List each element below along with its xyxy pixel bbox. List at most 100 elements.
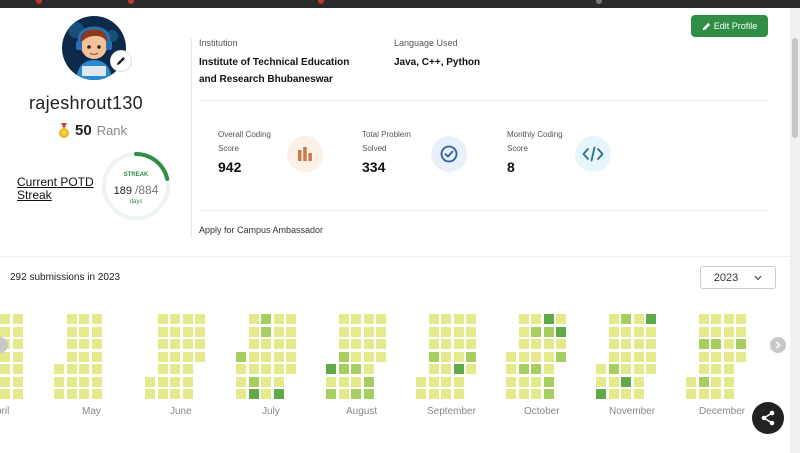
heatmap-cell[interactable] (596, 376, 606, 387)
heatmap-cell[interactable] (466, 339, 476, 349)
heatmap-cell[interactable] (633, 376, 644, 387)
heatmap-cell[interactable] (453, 364, 464, 374)
heatmap-cell[interactable] (363, 326, 374, 337)
heatmap-cell[interactable] (453, 389, 464, 399)
heatmap-cell[interactable] (608, 314, 619, 324)
heatmap-cell[interactable] (686, 376, 696, 387)
heatmap-cell[interactable] (633, 326, 644, 337)
heatmap-cell[interactable] (12, 364, 23, 374)
scrollbar[interactable] (790, 8, 800, 453)
heatmap-cell[interactable] (428, 376, 439, 387)
heatmap-cell[interactable] (608, 364, 619, 374)
heatmap-cell[interactable] (711, 314, 721, 324)
heatmap-cell[interactable] (79, 314, 89, 324)
heatmap-cell[interactable] (0, 314, 10, 324)
heatmap-cell[interactable] (518, 389, 529, 399)
heatmap-cell[interactable] (248, 351, 259, 362)
heatmap-cell[interactable] (543, 326, 554, 337)
heatmap-cell[interactable] (182, 339, 193, 349)
heatmap-cell[interactable] (621, 339, 631, 349)
heatmap-cell[interactable] (543, 339, 554, 349)
heatmap-cell[interactable] (363, 364, 374, 374)
heatmap-cell[interactable] (236, 351, 246, 362)
heatmap-cell[interactable] (248, 389, 259, 399)
heatmap-cell[interactable] (182, 364, 193, 374)
heatmap-cell[interactable] (351, 326, 361, 337)
heatmap-cell[interactable] (0, 389, 10, 399)
heatmap-cell[interactable] (531, 376, 541, 387)
heatmap-cell[interactable] (248, 364, 259, 374)
heatmap-cell[interactable] (441, 376, 451, 387)
heatmap-cell[interactable] (633, 364, 644, 374)
heatmap-cell[interactable] (338, 376, 349, 387)
heatmap-cell[interactable] (543, 376, 554, 387)
heatmap-cell[interactable] (608, 351, 619, 362)
heatmap-cell[interactable] (686, 389, 696, 399)
heatmap-cell[interactable] (428, 326, 439, 337)
heatmap-cell[interactable] (428, 314, 439, 324)
heatmap-cell[interactable] (556, 339, 566, 349)
heatmap-cell[interactable] (608, 339, 619, 349)
heatmap-cell[interactable] (416, 389, 426, 399)
heatmap-cell[interactable] (736, 339, 746, 349)
heatmap-cell[interactable] (12, 389, 23, 399)
heatmap-cell[interactable] (646, 364, 656, 374)
heatmap-cell[interactable] (91, 339, 102, 349)
heatmap-cell[interactable] (466, 351, 476, 362)
heatmap-cell[interactable] (531, 314, 541, 324)
heatmap-cell[interactable] (453, 351, 464, 362)
heatmap-cell[interactable] (363, 339, 374, 349)
heatmap-cell[interactable] (531, 364, 541, 374)
heatmap-cell[interactable] (698, 364, 709, 374)
heatmap-cell[interactable] (91, 389, 102, 399)
heatmap-cell[interactable] (248, 326, 259, 337)
heatmap-cell[interactable] (91, 314, 102, 324)
heatmap-cell[interactable] (518, 314, 529, 324)
heatmap-cell[interactable] (608, 376, 619, 387)
heatmap-cell[interactable] (376, 339, 386, 349)
heatmap-cell[interactable] (261, 351, 271, 362)
heatmap-cell[interactable] (428, 351, 439, 362)
heatmap-cell[interactable] (248, 339, 259, 349)
heatmap-cell[interactable] (633, 389, 644, 399)
heatmap-cell[interactable] (428, 389, 439, 399)
heatmap-cell[interactable] (711, 339, 721, 349)
heatmap-cell[interactable] (79, 376, 89, 387)
heatmap-cell[interactable] (157, 339, 168, 349)
heatmap-cell[interactable] (543, 314, 554, 324)
heatmap-cell[interactable] (79, 389, 89, 399)
edit-avatar-button[interactable] (110, 50, 132, 72)
heatmap-cell[interactable] (351, 364, 361, 374)
year-select[interactable]: 2023 (700, 266, 776, 289)
heatmap-cell[interactable] (543, 351, 554, 362)
heatmap-cell[interactable] (723, 351, 734, 362)
heatmap-cell[interactable] (376, 326, 386, 337)
heatmap-cell[interactable] (326, 364, 336, 374)
heatmap-cell[interactable] (170, 364, 180, 374)
heatmap-cell[interactable] (66, 351, 77, 362)
heatmap-cell[interactable] (646, 314, 656, 324)
heatmap-cell[interactable] (261, 376, 271, 387)
heatmap-cell[interactable] (518, 326, 529, 337)
heatmap-cell[interactable] (195, 339, 205, 349)
heatmap-cell[interactable] (363, 314, 374, 324)
heatmap-cell[interactable] (66, 339, 77, 349)
heatmap-cell[interactable] (621, 376, 631, 387)
heatmap-cell[interactable] (236, 376, 246, 387)
heatmap-cell[interactable] (556, 326, 566, 337)
heatmap-cell[interactable] (261, 326, 271, 337)
heatmap-cell[interactable] (531, 339, 541, 349)
heatmap-cell[interactable] (351, 376, 361, 387)
heatmap-cell[interactable] (711, 351, 721, 362)
heatmap-cell[interactable] (157, 376, 168, 387)
heatmap-cell[interactable] (428, 364, 439, 374)
heatmap-cell[interactable] (286, 364, 296, 374)
heatmap-cell[interactable] (633, 339, 644, 349)
heatmap-cell[interactable] (182, 376, 193, 387)
heatmap-cell[interactable] (416, 376, 426, 387)
heatmap-cell[interactable] (646, 339, 656, 349)
heatmap-cell[interactable] (518, 364, 529, 374)
heatmap-cell[interactable] (338, 314, 349, 324)
heatmap-cell[interactable] (157, 351, 168, 362)
heatmap-cell[interactable] (556, 351, 566, 362)
